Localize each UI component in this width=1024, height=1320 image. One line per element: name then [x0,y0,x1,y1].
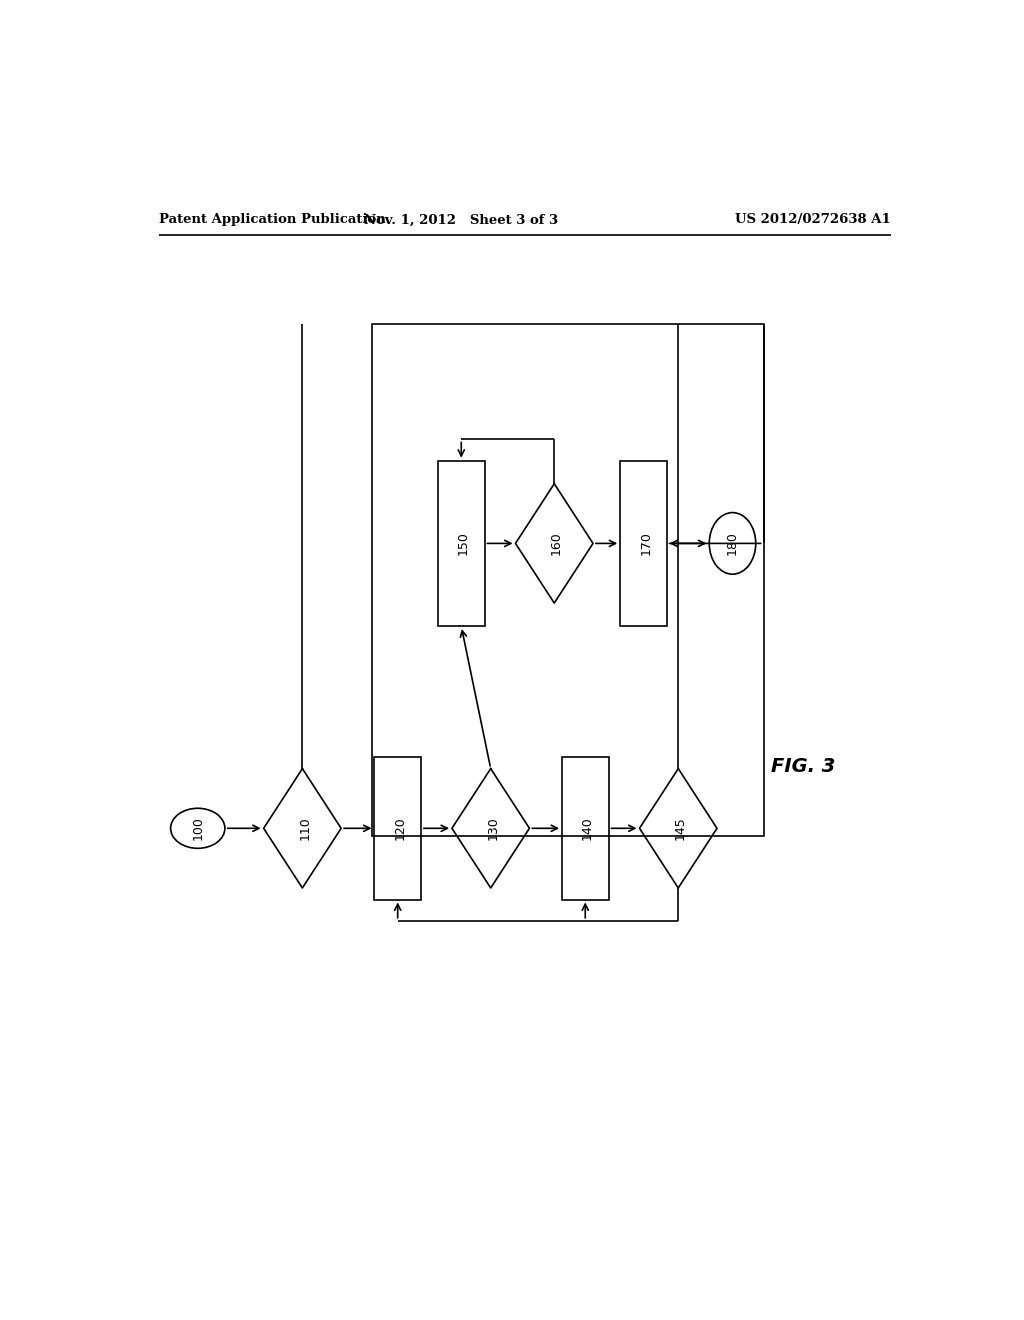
Text: 145: 145 [674,817,687,840]
Text: 160: 160 [550,532,563,556]
Text: 100: 100 [191,816,204,841]
Text: Nov. 1, 2012   Sheet 3 of 3: Nov. 1, 2012 Sheet 3 of 3 [365,214,558,227]
Bar [562,758,608,899]
Text: 170: 170 [639,532,652,556]
Text: 110: 110 [298,817,311,840]
Text: 120: 120 [393,817,407,840]
Bar [621,461,667,626]
Text: FIG. 3: FIG. 3 [771,758,836,776]
Text: 150: 150 [457,532,470,556]
Text: 140: 140 [581,817,594,840]
Text: US 2012/0272638 A1: US 2012/0272638 A1 [735,214,891,227]
Bar [375,758,421,899]
Text: 130: 130 [486,817,500,840]
Bar [372,323,764,836]
Text: 180: 180 [726,532,739,556]
Text: Patent Application Publication: Patent Application Publication [159,214,386,227]
Bar [438,461,484,626]
